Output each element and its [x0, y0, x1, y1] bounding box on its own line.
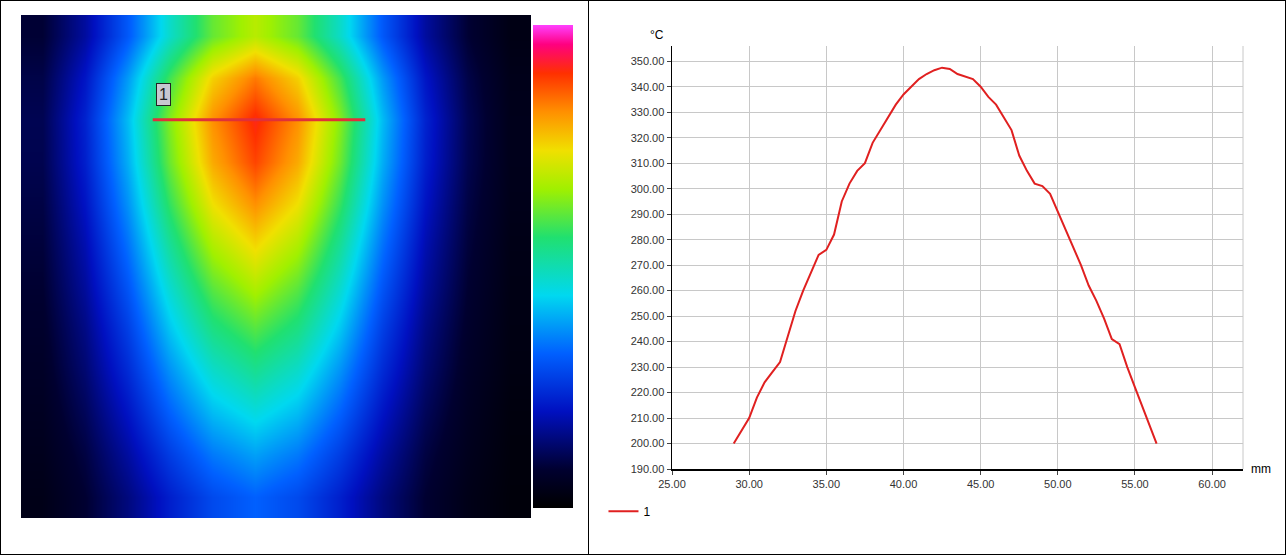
svg-text:300.00: 300.00 — [631, 183, 665, 195]
svg-text:270.00: 270.00 — [631, 259, 665, 271]
svg-text:55.00: 55.00 — [1121, 478, 1149, 490]
svg-text:°C: °C — [650, 28, 664, 42]
svg-text:30.00: 30.00 — [735, 478, 763, 490]
svg-text:35.00: 35.00 — [813, 478, 841, 490]
svg-text:220.00: 220.00 — [631, 386, 665, 398]
svg-text:50.00: 50.00 — [1044, 478, 1072, 490]
svg-text:340.00: 340.00 — [631, 81, 665, 93]
svg-text:200.00: 200.00 — [631, 437, 665, 449]
svg-text:310.00: 310.00 — [631, 157, 665, 169]
svg-text:290.00: 290.00 — [631, 208, 665, 220]
svg-text:210.00: 210.00 — [631, 412, 665, 424]
svg-text:230.00: 230.00 — [631, 361, 665, 373]
svg-text:1: 1 — [643, 505, 650, 519]
svg-text:45.00: 45.00 — [967, 478, 995, 490]
svg-text:280.00: 280.00 — [631, 234, 665, 246]
svg-text:240.00: 240.00 — [631, 335, 665, 347]
svg-text:mm: mm — [1251, 462, 1271, 476]
svg-text:40.00: 40.00 — [890, 478, 918, 490]
svg-text:260.00: 260.00 — [631, 284, 665, 296]
svg-text:190.00: 190.00 — [631, 463, 665, 475]
svg-text:350.00: 350.00 — [631, 55, 665, 67]
svg-text:25.00: 25.00 — [658, 478, 686, 490]
svg-text:320.00: 320.00 — [631, 132, 665, 144]
svg-text:250.00: 250.00 — [631, 310, 665, 322]
svg-text:1: 1 — [159, 86, 168, 103]
svg-text:60.00: 60.00 — [1198, 478, 1226, 490]
svg-text:330.00: 330.00 — [631, 106, 665, 118]
